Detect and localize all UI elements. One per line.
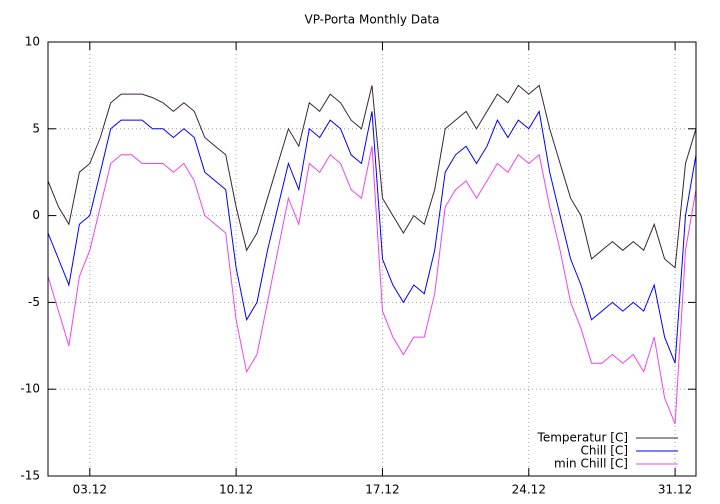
y-tick-label: 5: [32, 121, 40, 135]
series-line: [47, 109, 697, 364]
chart-title: VP-Porta Monthly Data: [305, 13, 440, 27]
legend-label: min Chill [C]: [554, 457, 628, 471]
y-tick-label: 0: [32, 208, 40, 222]
y-tick-label: -10: [20, 382, 40, 396]
x-tick-label: 10.12: [219, 483, 253, 497]
y-tick-label: -5: [28, 295, 40, 309]
x-tick-label: 03.12: [73, 483, 107, 497]
legend-label: Temperatur [C]: [537, 431, 628, 445]
plot-border: [47, 41, 697, 477]
x-tick-label: 17.12: [365, 483, 399, 497]
y-tick-label: -15: [20, 469, 40, 483]
x-tick-label: 24.12: [512, 483, 546, 497]
series-line: [47, 84, 697, 269]
series-line: [47, 146, 697, 425]
legend-label: Chill [C]: [580, 444, 628, 458]
y-tick-label: 10: [25, 35, 40, 49]
x-tick-label: 31.12: [658, 483, 692, 497]
